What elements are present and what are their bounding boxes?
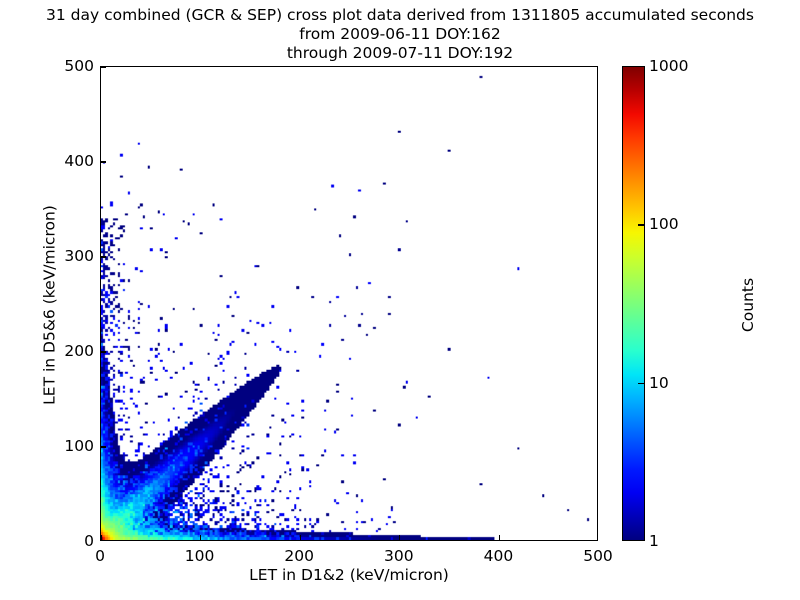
colorbar-title: Counts	[739, 277, 757, 333]
x-tick-label: 0	[95, 547, 105, 565]
x-tick-mark	[199, 535, 202, 540]
colorbar-tick-label: 100	[649, 215, 679, 234]
x-tick-mark-top	[200, 67, 201, 72]
x-tick-mark-top	[499, 67, 500, 72]
y-tick-label: 0	[84, 532, 94, 550]
x-tick-label: 300	[384, 547, 414, 565]
colorbar	[622, 66, 645, 541]
scatter-plot-area	[101, 67, 597, 540]
y-tick-mark-right	[592, 67, 597, 68]
colorbar-tick-label: 10	[649, 373, 669, 392]
y-tick-label: 200	[64, 342, 94, 360]
y-tick-mark	[101, 446, 106, 448]
x-tick-label: 500	[583, 547, 613, 565]
y-tick-mark	[101, 67, 106, 68]
x-tick-mark-top	[399, 67, 400, 72]
title-line-2: from 2009-06-11 DOY:162	[299, 25, 501, 43]
colorbar-tick-label: 1	[649, 532, 659, 550]
x-axis-title: LET in D1&2 (keV/micron)	[249, 566, 449, 584]
y-tick-label: 100	[64, 437, 94, 455]
y-tick-label: 300	[64, 247, 94, 265]
y-tick-mark-right	[592, 351, 597, 352]
y-tick-mark	[101, 256, 106, 258]
x-tick-mark	[101, 535, 102, 540]
y-tick-mark-right	[592, 161, 597, 162]
colorbar-tick-labels: 1 10 100 1000	[622, 57, 742, 550]
y-tick-mark	[101, 351, 106, 353]
y-tick-label: 500	[64, 57, 94, 75]
y-axis-title: LET in D5&6 (keV/micron)	[40, 205, 59, 405]
y-tick-mark	[101, 161, 106, 163]
plot-axes-frame	[100, 66, 598, 541]
chart-title: 31 day combined (GCR & SEP) cross plot d…	[0, 6, 800, 63]
y-tick-mark-right	[592, 256, 597, 257]
x-axis-tick-labels: 0 100 200 300 400 500	[95, 547, 613, 571]
colorbar-tick-label: 1000	[649, 57, 689, 75]
x-tick-label: 200	[284, 547, 314, 565]
y-tick-mark-right	[592, 446, 597, 447]
x-tick-mark	[498, 535, 501, 540]
x-tick-label: 400	[483, 547, 514, 565]
title-line-1: 31 day combined (GCR & SEP) cross plot d…	[46, 6, 754, 24]
x-tick-mark-top	[101, 67, 102, 72]
x-tick-label: 100	[184, 547, 215, 565]
colorbar-tick-mark	[638, 382, 645, 385]
colorbar-gradient	[622, 66, 645, 541]
y-tick-label: 400	[64, 152, 94, 170]
colorbar-tick-mark	[638, 224, 645, 226]
y-axis-tick-labels: 0 100 200 300 400 500	[0, 57, 94, 550]
title-line-3: through 2009-07-11 DOY:192	[286, 44, 514, 62]
x-tick-mark	[299, 535, 301, 540]
x-tick-mark-top	[300, 67, 301, 72]
x-tick-mark	[399, 535, 401, 540]
